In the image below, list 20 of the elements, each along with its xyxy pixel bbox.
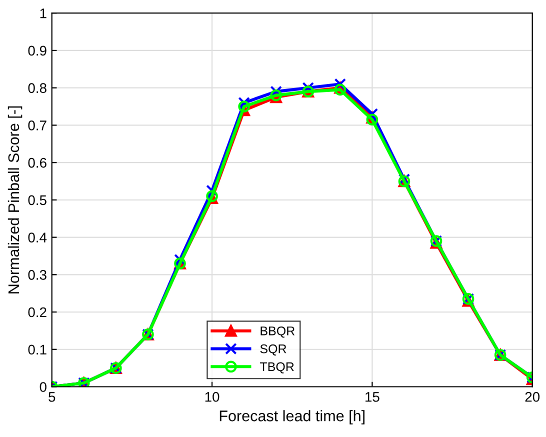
x-tick-label: 15 xyxy=(366,392,380,402)
y-tick-label: 0.8 xyxy=(28,83,46,94)
y-tick-label: 0.3 xyxy=(28,270,46,280)
y-tick-label: 0.6 xyxy=(28,158,46,168)
y-tick-label: 0 xyxy=(40,382,46,392)
y-tick-label: 0.9 xyxy=(28,46,46,56)
y-axis-title: Normalized Pinball Score [-] xyxy=(8,106,22,294)
legend-label: BBQR xyxy=(260,326,295,338)
y-tick-label: 0.5 xyxy=(28,195,46,206)
x-tick-label: 5 xyxy=(48,392,56,402)
y-tick-label: 0.1 xyxy=(28,344,46,355)
y-tick-label: 0.7 xyxy=(28,120,46,130)
legend-label: SQR xyxy=(260,344,286,356)
y-tick-label: 1 xyxy=(40,8,46,18)
legend-label: TBQR xyxy=(260,362,294,374)
x-tick-label: 10 xyxy=(205,392,220,402)
x-tick-label: 20 xyxy=(525,392,540,402)
y-tick-label: 0.4 xyxy=(28,232,47,242)
y-tick-label: 0.2 xyxy=(28,307,46,318)
x-axis-title: Forecast lead time [h] xyxy=(220,410,364,424)
